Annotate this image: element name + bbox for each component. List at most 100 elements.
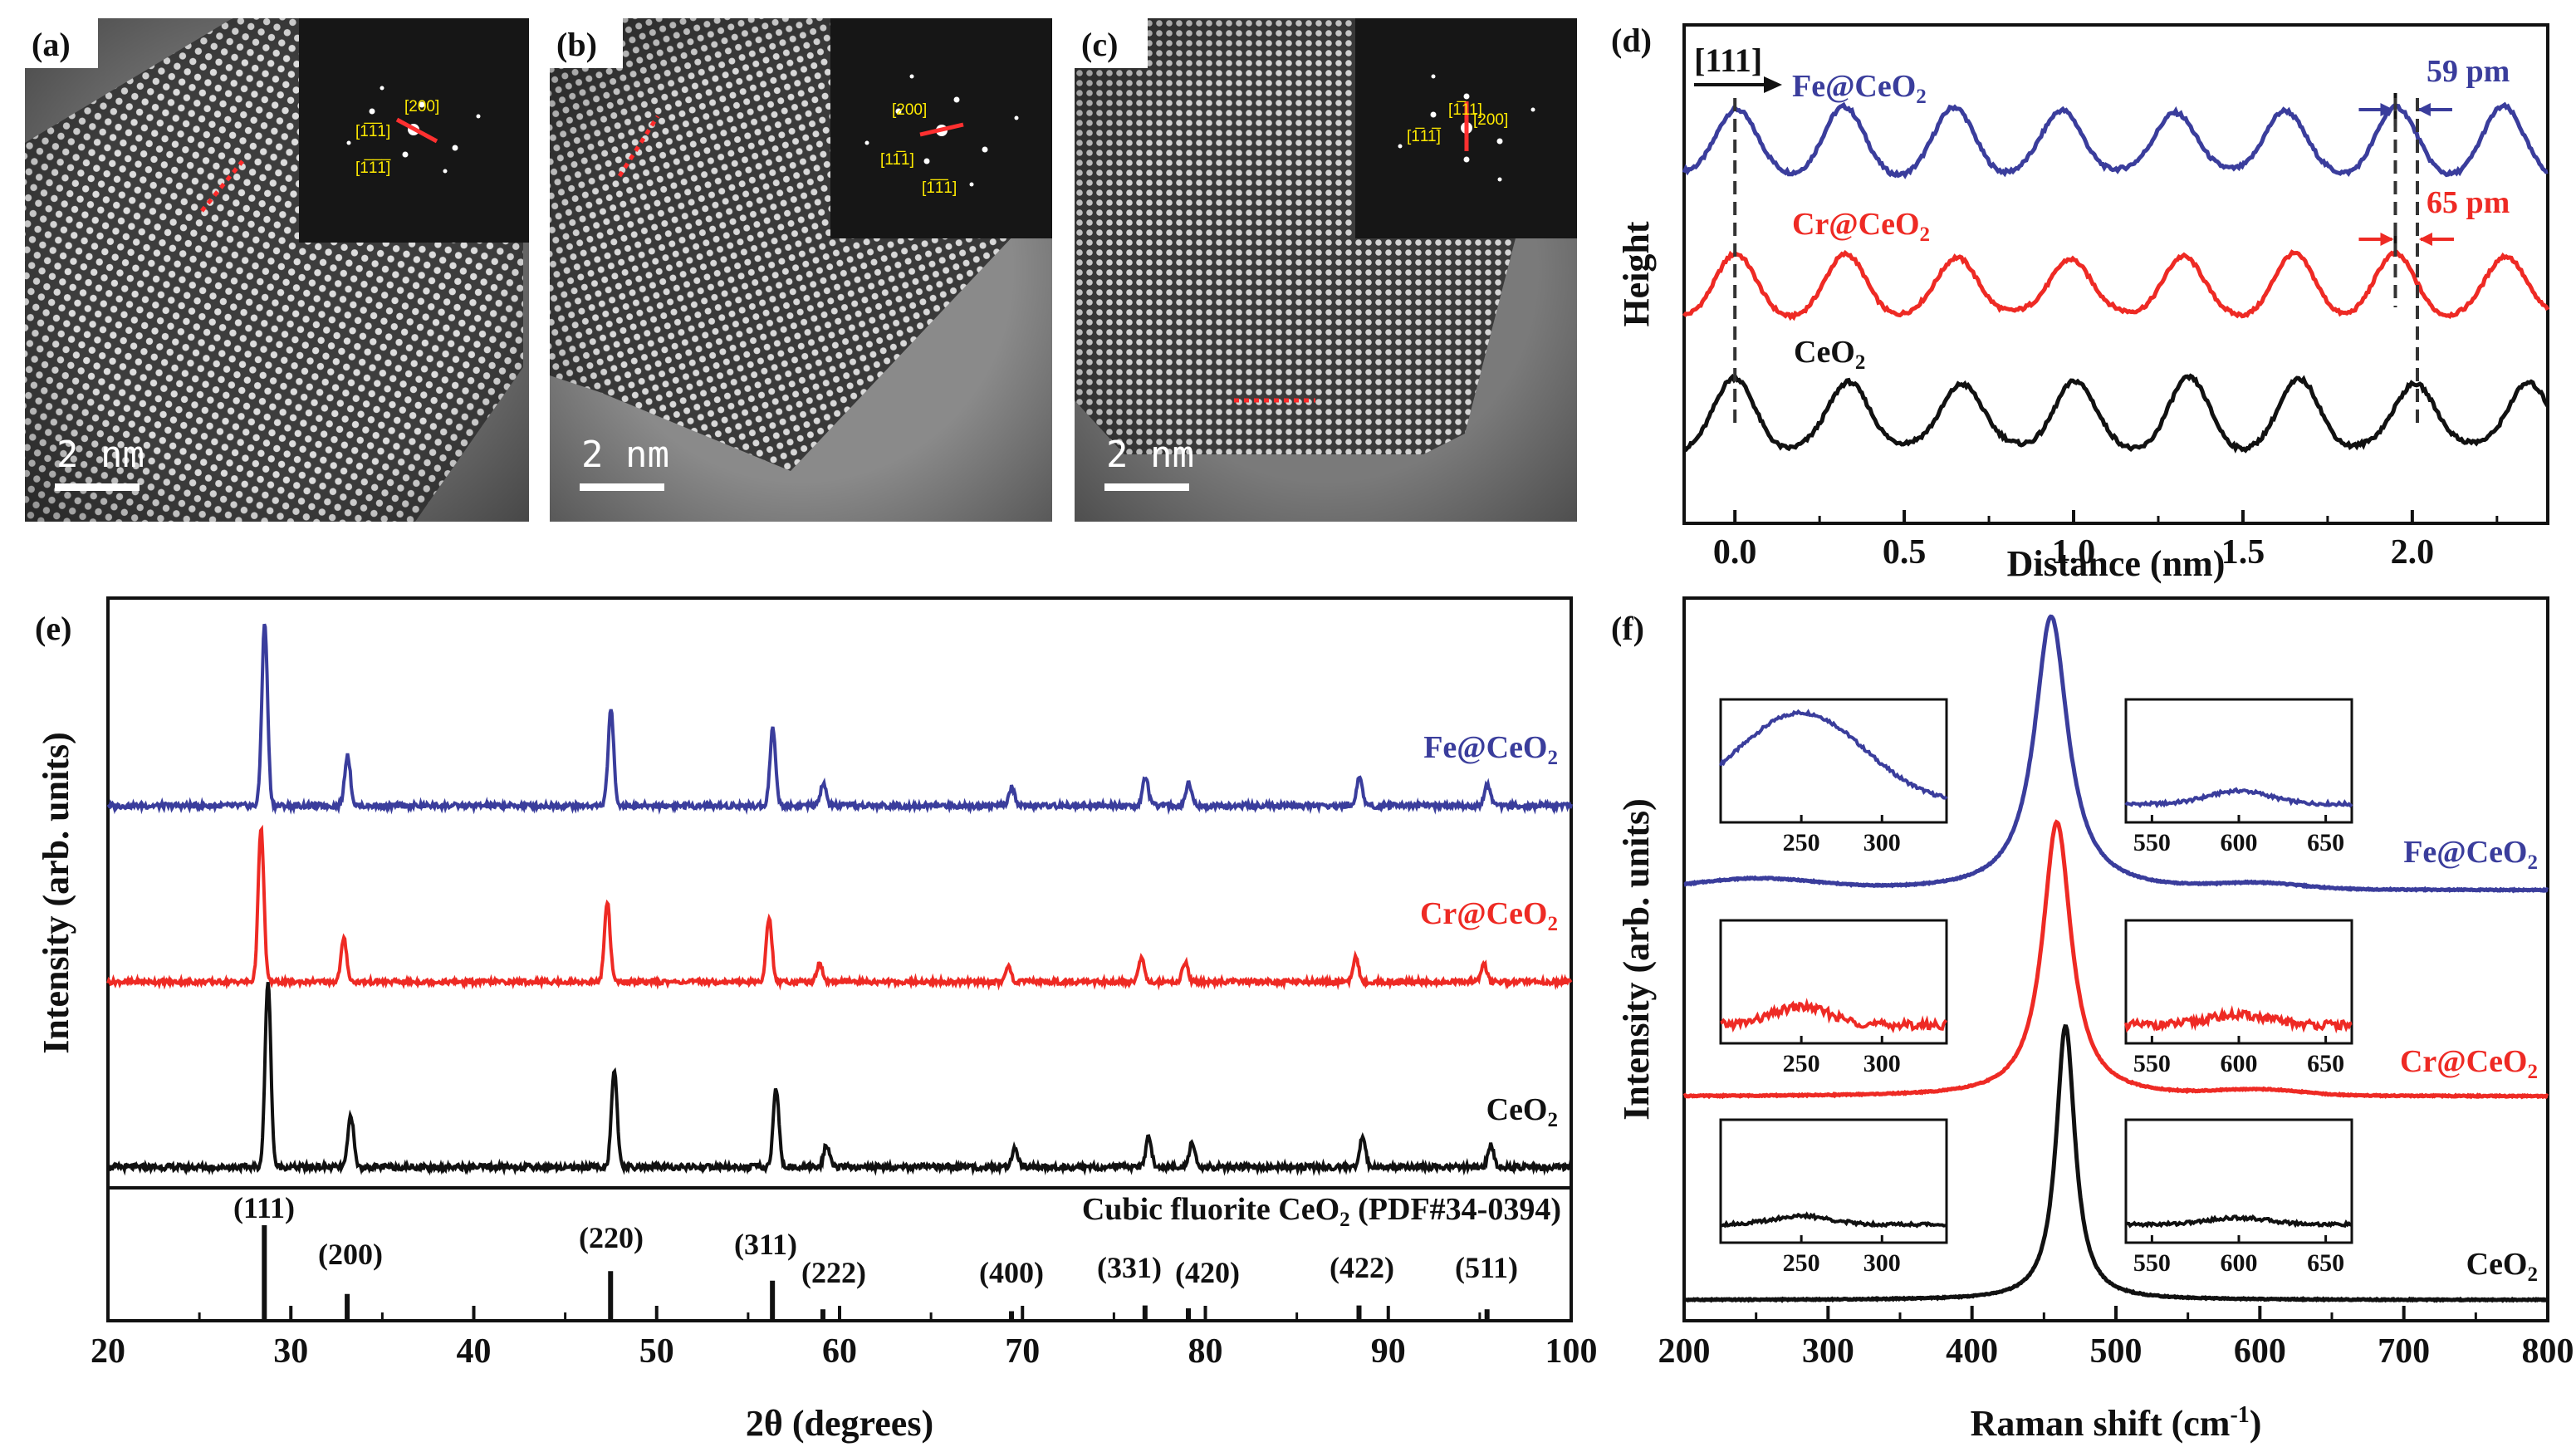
fft-inset-b: [200] [11̅1] [1̅1̅1]: [830, 18, 1052, 238]
inset-tick-label: 550: [2133, 1050, 2171, 1077]
spacing-label: 65 pm: [2427, 185, 2510, 220]
panel-label-e: (e): [35, 610, 71, 647]
fft-label: [1̅1̅1̅]: [355, 159, 391, 177]
tem-image-a: [200] [1̅1̅1] [1̅1̅1̅] (a) 2 nm: [25, 18, 529, 522]
inset-tick-label: 250: [1783, 829, 1820, 856]
inset-tick-label: 300: [1863, 1249, 1901, 1277]
tem-image-c-svg: [1̅11] [200] [1̅11̅] (c) 2 nm: [1075, 18, 1577, 522]
x-tick-label: 0.5: [1883, 533, 1927, 571]
series-label: Fe@CeO2: [2403, 835, 2538, 874]
fft-label: [1̅1̅1]: [922, 179, 957, 197]
reference-hkl-label: (511): [1455, 1251, 1518, 1284]
reference-hkl-label: (331): [1097, 1251, 1162, 1284]
spacing-arrowhead: [2418, 233, 2432, 246]
x-tick-label: 800: [2522, 1332, 2574, 1371]
panel-d: (d) [111] 0.0 0.5 1.0 1.5 2.0 Fe@CeO2 59 pm Cr@…: [1611, 22, 2550, 584]
fft-label: [11̅1]: [880, 151, 914, 169]
inset-frame: [2124, 698, 2353, 824]
zone-axis-label: [111]: [1694, 42, 1762, 79]
inset-tick-label: 300: [1863, 1050, 1901, 1077]
x-tick-label: 1.5: [2221, 533, 2265, 571]
inset-frame: [1719, 698, 1948, 824]
fft-label: [200]: [1473, 111, 1508, 129]
series-label: Cr@CeO2: [1792, 207, 1930, 246]
fft-inset-a: [200] [1̅1̅1] [1̅1̅1̅]: [299, 18, 529, 243]
x-tick-label: 400: [1946, 1332, 1998, 1371]
x-tick-label: 500: [2090, 1332, 2143, 1371]
raman-spectrum: [1682, 1024, 2549, 1303]
series-label: CeO2: [1486, 1092, 1558, 1131]
spacing-label: 59 pm: [2427, 54, 2510, 89]
scale-bar: [1104, 483, 1189, 491]
series-label: Cr@CeO2: [1420, 896, 1558, 935]
scale-bar: [580, 483, 664, 491]
panel-label-d: (d): [1611, 22, 1652, 59]
line-profile-marker: [617, 115, 660, 178]
plot-frame: [1682, 596, 2549, 1322]
reference-hkl-label: (420): [1175, 1256, 1240, 1289]
inset-frame: [1719, 1118, 1948, 1244]
x-tick-label: 700: [2378, 1332, 2430, 1371]
tem-image-c: [1̅11] [200] [1̅11̅] (c) 2 nm: [1075, 18, 1577, 522]
reference-hkl-label: (220): [579, 1221, 644, 1254]
series-label: Cr@CeO2: [2400, 1044, 2538, 1083]
x-tick-label: 0.0: [1713, 533, 1757, 571]
y-axis-title: Height: [1616, 221, 1657, 326]
profile-line: [1682, 373, 2550, 454]
tem-image-a-svg: [200] [1̅1̅1] [1̅1̅1̅] (a) 2 nm: [25, 18, 529, 522]
plot-frame: [106, 596, 1573, 1322]
y-axis-title: Intensity (arb. units): [36, 732, 76, 1054]
inset-spectrum: [2124, 1005, 2353, 1034]
reference-hkl-label: (400): [979, 1256, 1044, 1289]
inset-frame: [2124, 1118, 2353, 1244]
tem-image-b: [200] [11̅1] [1̅1̅1] (b) 2 nm: [550, 18, 1052, 522]
x-tick-label: 1.0: [2052, 533, 2096, 571]
profile-line: [1682, 249, 2550, 321]
x-tick-label: 300: [1802, 1332, 1854, 1371]
reference-card-label: Cubic fluorite CeO2 (PDF#34-0394): [1082, 1192, 1561, 1231]
inset-tick-label: 650: [2307, 829, 2344, 856]
panel-label-a: (a): [32, 26, 71, 63]
inset-tick-label: 550: [2133, 829, 2171, 856]
inset-tick-label: 650: [2307, 1249, 2344, 1277]
inset-tick-label: 550: [2133, 1249, 2171, 1277]
profile-line: [1682, 101, 2549, 179]
reference-hkl-label: (111): [233, 1191, 295, 1224]
panel-label-c: (c): [1081, 26, 1118, 63]
series-label: Fe@CeO2: [1792, 69, 1927, 108]
x-tick-label: 100: [1545, 1332, 1598, 1371]
panel-label-f: (f): [1611, 610, 1644, 647]
panel-label-b: (b): [556, 26, 597, 63]
inset-tick-label: 300: [1863, 829, 1901, 856]
plot-frame: [1682, 23, 2549, 525]
x-axis-title: Distance (nm): [2007, 543, 2226, 584]
zone-axis-arrowhead: [1764, 76, 1782, 93]
reference-hkl-label: (311): [734, 1228, 797, 1261]
x-axis-title: Raman shift (cm-1): [1971, 1402, 2262, 1444]
tem-image-b-svg: [200] [11̅1] [1̅1̅1] (b) 2 nm: [550, 18, 1052, 522]
spacing-arrowhead: [2380, 103, 2394, 116]
fft-label: [1̅1̅1]: [355, 123, 390, 140]
xrd-pattern: [106, 824, 1573, 991]
inset-tick-label: 250: [1783, 1249, 1820, 1277]
inset-spectrum: [1719, 709, 1948, 800]
x-tick-label: 40: [457, 1332, 492, 1371]
spacing-arrowhead: [2380, 233, 2394, 246]
inset-tick-label: 600: [2221, 1050, 2258, 1077]
reference-hkl-label: (422): [1330, 1251, 1394, 1284]
x-tick-label: 600: [2234, 1332, 2286, 1371]
inset-frame: [1719, 919, 1948, 1045]
xrd-pattern: [106, 623, 1573, 816]
x-tick-label: 20: [91, 1332, 125, 1371]
scale-bar-label: 2 nm: [1106, 434, 1194, 476]
raman-spectrum: [1683, 614, 2549, 894]
series-label: CeO2: [2466, 1247, 2538, 1286]
series-label: CeO2: [1794, 335, 1865, 374]
x-axis-title: 2θ (degrees): [746, 1403, 933, 1444]
inset-spectrum: [1720, 1211, 1947, 1229]
x-tick-label: 80: [1188, 1332, 1223, 1371]
fft-inset-c: [1̅11] [200] [1̅11̅]: [1355, 18, 1577, 238]
x-tick-label: 200: [1658, 1332, 1711, 1371]
x-tick-label: 30: [273, 1332, 308, 1371]
inset-tick-label: 650: [2307, 1050, 2344, 1077]
